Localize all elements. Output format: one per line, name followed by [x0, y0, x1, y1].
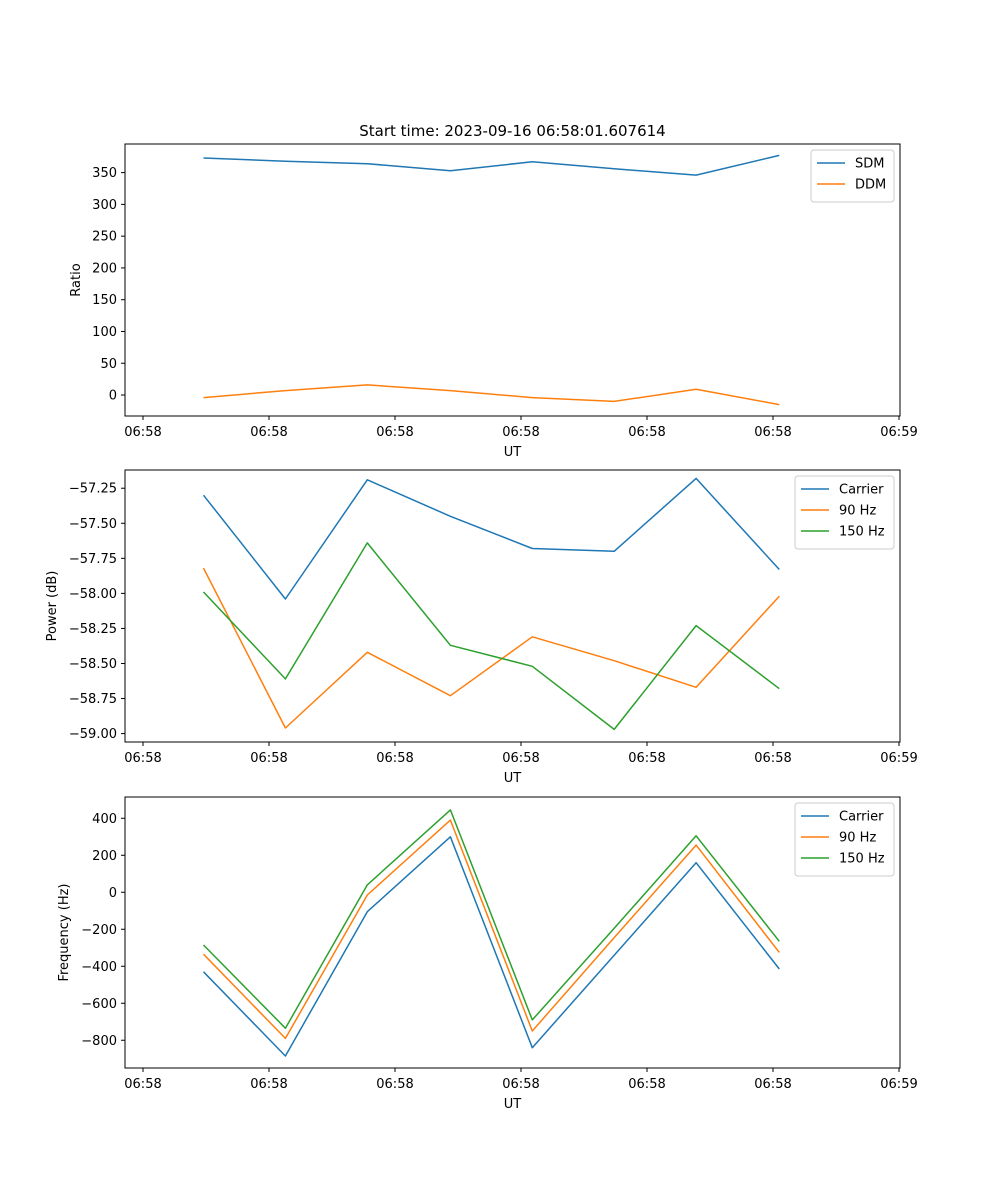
x-tick-label: 06:58 [628, 1077, 665, 1092]
series-line-carrier [202, 836, 780, 1057]
legend-label-150-hz: 150 Hz [839, 525, 885, 540]
x-tick-label: 06:59 [880, 751, 917, 766]
x-tick-label: 06:58 [250, 751, 287, 766]
x-tick-label: 06:58 [754, 1077, 791, 1092]
y-tick-label: 400 [92, 812, 117, 827]
axes-frame [124, 469, 901, 743]
y-tick-label: 0 [109, 886, 117, 901]
y-axis-label: Power (dB) [45, 571, 60, 642]
y-tick-label: −600 [81, 997, 117, 1012]
y-axis-label: Ratio [69, 263, 84, 296]
legend-label-carrier: Carrier [839, 810, 884, 825]
y-tick-label: 100 [92, 325, 117, 340]
y-tick-label: −57.25 [69, 482, 117, 497]
series-line-150-hz [202, 542, 780, 731]
y-tick-label: 0 [109, 389, 117, 404]
panel-3: 06:58 06:58 06:58 06:58 06:58 06:58 06:59 −800 −… [57, 796, 918, 1112]
x-axis-label: UT [504, 445, 522, 460]
x-tick-label: 06:58 [628, 425, 665, 440]
y-tick-label: 200 [92, 261, 117, 276]
x-tick-label: 06:58 [124, 751, 161, 766]
series-line-90-hz [202, 567, 780, 729]
legend-label-150-hz: 150 Hz [839, 852, 885, 867]
panel-2: 06:58 06:58 06:58 06:58 06:58 06:58 06:59 −59.0… [45, 469, 918, 786]
x-axis-label: UT [504, 1097, 522, 1112]
y-axis-label: Frequency (Hz) [57, 883, 72, 981]
x-tick-label: 06:58 [628, 751, 665, 766]
y-tick-label: −800 [81, 1034, 117, 1049]
x-tick-label: 06:58 [376, 751, 413, 766]
panels: 06:58 06:58 06:58 06:58 06:58 06:58 06:59 0 50 10… [45, 143, 918, 1112]
x-tick-label: 06:58 [250, 425, 287, 440]
y-tick-label: −58.75 [69, 692, 117, 707]
legend: SDM DDM [810, 149, 895, 203]
panel-1: 06:58 06:58 06:58 06:58 06:58 06:58 06:59 0 50 10… [69, 143, 918, 460]
y-tick-label: 250 [92, 230, 117, 245]
x-tick-label: 06:58 [376, 425, 413, 440]
y-tick-label: −57.75 [69, 552, 117, 567]
y-tick-label: −200 [81, 923, 117, 938]
x-tick-label: 06:59 [880, 425, 917, 440]
y-tick-label: 350 [92, 166, 117, 181]
x-tick-label: 06:58 [502, 1077, 539, 1092]
x-tick-label: 06:59 [880, 1077, 917, 1092]
y-tick-label: 150 [92, 293, 117, 308]
axes-frame [124, 143, 901, 417]
legend-label-90-hz: 90 Hz [839, 504, 876, 519]
legend-label-ddm: DDM [855, 178, 886, 193]
figure-title: Start time: 2023-09-16 06:58:01.607614 [359, 122, 665, 140]
x-axis-label: UT [504, 771, 522, 786]
legend-label-90-hz: 90 Hz [839, 831, 876, 846]
y-tick-label: 300 [92, 198, 117, 213]
x-tick-label: 06:58 [754, 751, 791, 766]
y-tick-label: 200 [92, 849, 117, 864]
y-tick-label: −58.00 [69, 587, 117, 602]
x-tick-label: 06:58 [124, 1077, 161, 1092]
x-tick-label: 06:58 [124, 425, 161, 440]
series-line-carrier [202, 477, 780, 600]
y-tick-label: −400 [81, 960, 117, 975]
y-tick-label: −58.25 [69, 622, 117, 637]
legend-label-carrier: Carrier [839, 483, 884, 498]
x-tick-label: 06:58 [502, 751, 539, 766]
x-tick-label: 06:58 [376, 1077, 413, 1092]
series-line-ddm [203, 384, 780, 406]
series-line-sdm [203, 154, 780, 176]
legend-label-sdm: SDM [855, 157, 884, 172]
axes-frame [124, 796, 901, 1069]
x-tick-label: 06:58 [502, 425, 539, 440]
legend: Carrier 90 Hz 150 Hz [794, 802, 895, 877]
series-line-90-hz [202, 819, 780, 1040]
legend: Carrier 90 Hz 150 Hz [794, 475, 895, 550]
y-tick-label: −57.50 [69, 517, 117, 532]
x-tick-label: 06:58 [250, 1077, 287, 1092]
y-tick-label: −58.50 [69, 657, 117, 672]
y-tick-label: −59.00 [69, 727, 117, 742]
y-tick-label: 50 [100, 357, 117, 372]
x-tick-label: 06:58 [754, 425, 791, 440]
series-line-150-hz [202, 809, 780, 1029]
